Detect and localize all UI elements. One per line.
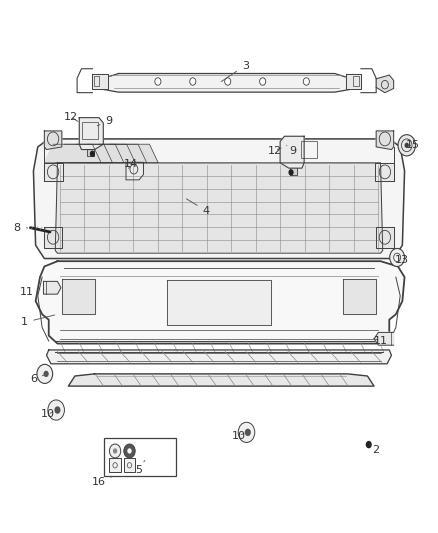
Circle shape <box>113 448 117 454</box>
Circle shape <box>155 78 161 85</box>
Polygon shape <box>101 74 352 92</box>
Polygon shape <box>280 136 304 168</box>
Circle shape <box>48 400 64 420</box>
Circle shape <box>37 365 53 383</box>
Polygon shape <box>55 163 383 253</box>
Polygon shape <box>375 163 394 181</box>
Circle shape <box>245 429 251 436</box>
Polygon shape <box>46 350 392 364</box>
Text: 2: 2 <box>370 445 380 455</box>
Polygon shape <box>376 75 394 93</box>
Polygon shape <box>79 118 103 150</box>
Polygon shape <box>67 144 124 163</box>
Circle shape <box>54 406 60 414</box>
Polygon shape <box>376 227 394 248</box>
Text: 1: 1 <box>21 315 55 327</box>
Text: 10: 10 <box>232 431 246 441</box>
Text: 12: 12 <box>268 146 282 156</box>
Text: 8: 8 <box>14 223 28 233</box>
Bar <box>104 438 176 477</box>
Circle shape <box>127 448 132 454</box>
Circle shape <box>238 422 255 442</box>
Polygon shape <box>44 131 62 150</box>
Circle shape <box>110 444 121 458</box>
Bar <box>353 76 359 86</box>
Circle shape <box>398 135 416 156</box>
Polygon shape <box>92 74 108 90</box>
Circle shape <box>303 78 309 85</box>
Polygon shape <box>56 144 113 163</box>
Polygon shape <box>87 150 94 157</box>
Polygon shape <box>44 227 62 248</box>
Bar <box>82 122 98 139</box>
Polygon shape <box>346 74 361 90</box>
Text: 9: 9 <box>97 116 113 126</box>
Circle shape <box>405 143 409 148</box>
Circle shape <box>124 444 135 458</box>
Text: 4: 4 <box>187 199 209 216</box>
Text: 5: 5 <box>135 461 145 474</box>
Circle shape <box>260 78 266 85</box>
Bar <box>124 458 135 472</box>
Circle shape <box>90 151 95 157</box>
Polygon shape <box>33 139 405 259</box>
Polygon shape <box>376 131 394 150</box>
Text: 3: 3 <box>221 61 249 82</box>
Text: 12: 12 <box>64 111 78 122</box>
Polygon shape <box>68 374 374 386</box>
Text: 14: 14 <box>124 159 138 169</box>
Polygon shape <box>62 279 95 314</box>
Polygon shape <box>166 280 271 325</box>
Polygon shape <box>290 168 297 175</box>
Text: 15: 15 <box>406 140 420 150</box>
Polygon shape <box>43 281 61 294</box>
Text: 10: 10 <box>40 409 54 419</box>
Circle shape <box>190 78 196 85</box>
Circle shape <box>43 370 49 377</box>
Bar <box>94 76 99 86</box>
Polygon shape <box>126 163 144 180</box>
Polygon shape <box>44 144 101 163</box>
Polygon shape <box>44 163 63 181</box>
Text: 16: 16 <box>92 477 113 487</box>
Text: 11: 11 <box>20 287 40 297</box>
Circle shape <box>288 169 293 175</box>
Circle shape <box>390 248 405 266</box>
Text: 9: 9 <box>287 146 297 156</box>
Polygon shape <box>102 144 158 163</box>
Text: 6: 6 <box>30 374 44 384</box>
Text: 11: 11 <box>374 336 388 346</box>
Polygon shape <box>35 261 405 344</box>
Circle shape <box>366 441 372 448</box>
Bar <box>301 141 317 158</box>
Polygon shape <box>90 144 147 163</box>
Polygon shape <box>343 279 376 314</box>
Circle shape <box>225 78 231 85</box>
Polygon shape <box>78 144 135 163</box>
Polygon shape <box>374 333 394 345</box>
Bar <box>110 458 121 472</box>
Text: 13: 13 <box>395 255 409 265</box>
